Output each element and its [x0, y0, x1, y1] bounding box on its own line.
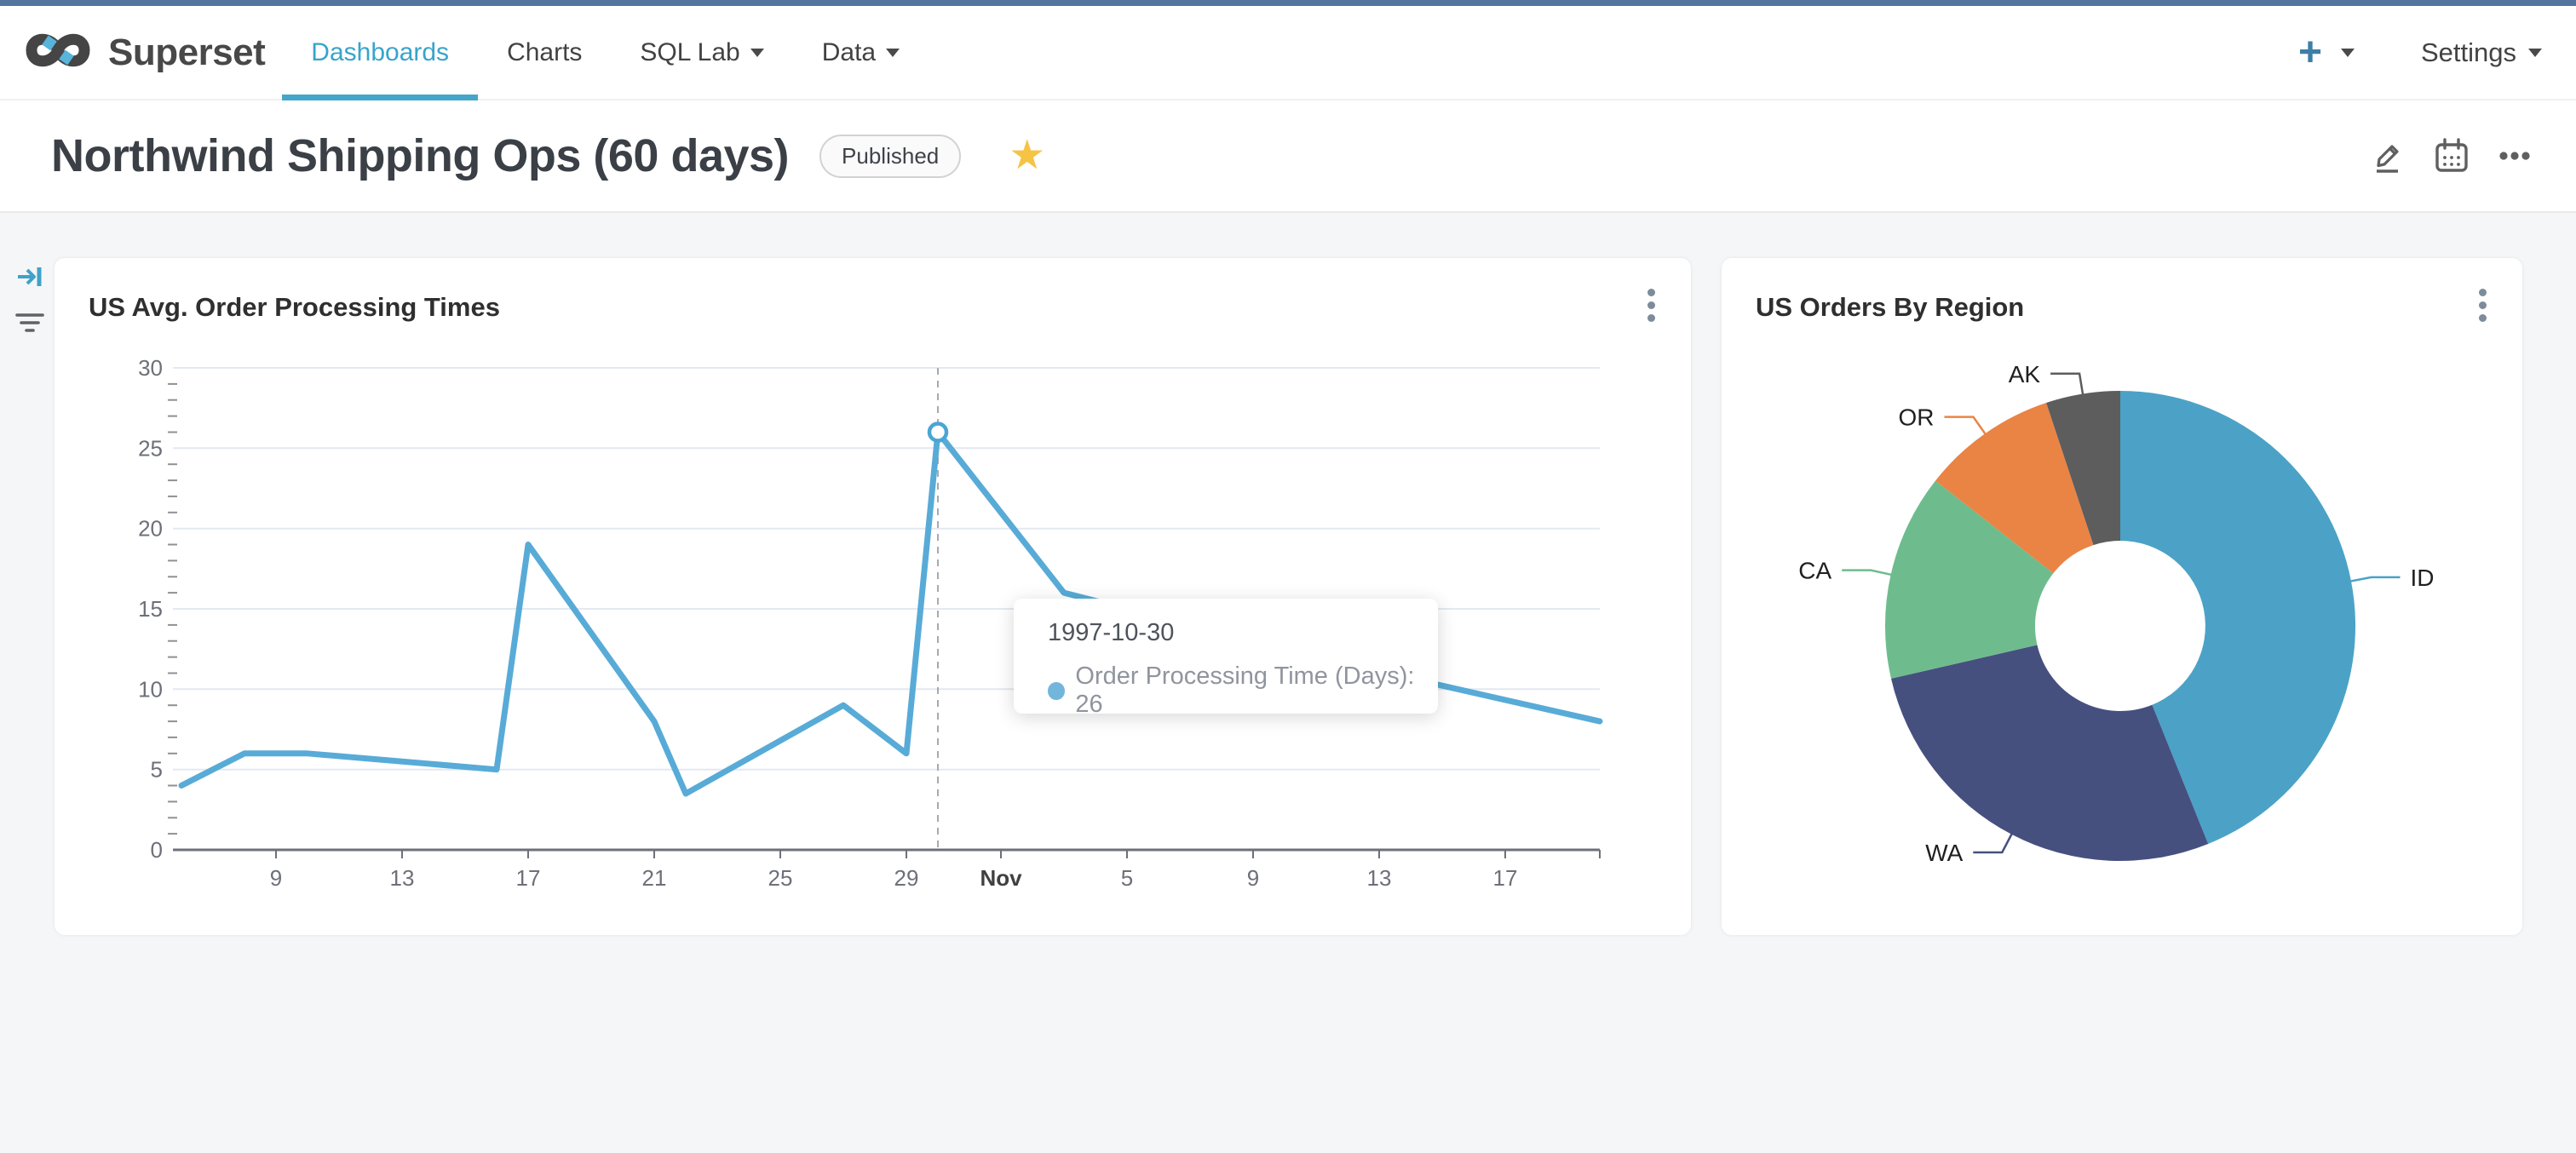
chart-tooltip: 1997-10-30 Order Processing Time (Days):… [1014, 599, 1438, 718]
superset-infinity-icon [20, 25, 96, 80]
svg-text:5: 5 [151, 757, 163, 783]
nav-label: Data [821, 37, 877, 66]
svg-text:25: 25 [768, 865, 793, 891]
chart-title: US Avg. Order Processing Times [89, 292, 500, 322]
svg-text:29: 29 [894, 865, 919, 891]
svg-text:CA: CA [1798, 558, 1831, 584]
chart-card-orders-by-region: ID WA CA OR AK US Orders By Region [1722, 258, 2522, 935]
svg-text:9: 9 [270, 865, 282, 891]
svg-text:Nov: Nov [980, 865, 1022, 891]
svg-text:OR: OR [1899, 404, 1935, 431]
active-tab-underline [282, 95, 479, 100]
svg-text:WA: WA [1925, 840, 1963, 866]
dashboard-header: Northwind Shipping Ops (60 days) Publish… [0, 100, 2576, 213]
svg-text:20: 20 [138, 516, 163, 542]
series-dot-icon [1048, 681, 1066, 700]
nav-item-sql-lab[interactable]: SQL Lab [611, 6, 792, 99]
svg-text:5: 5 [1121, 865, 1133, 891]
edit-pencil-icon[interactable] [2369, 136, 2408, 175]
svg-text:13: 13 [390, 865, 415, 891]
svg-text:9: 9 [1247, 865, 1259, 891]
svg-text:17: 17 [516, 865, 541, 891]
svg-text:25: 25 [138, 435, 163, 461]
browser-top-strip [0, 0, 2576, 6]
published-badge[interactable]: Published [819, 134, 962, 178]
chevron-down-icon [750, 48, 764, 57]
nav-label: SQL Lab [640, 37, 740, 66]
chart-kebab-menu-icon[interactable] [1645, 289, 1657, 327]
chevron-down-icon [2340, 48, 2355, 57]
chart-card-processing-times: 0 5 10 15 20 25 30 9 13 17 21 25 29 Nov 5 9 13 17 US Avg.… [55, 258, 1691, 935]
donut-chart-svg[interactable]: ID WA CA OR AK [1722, 258, 2522, 935]
more-ellipsis-icon[interactable] [2495, 136, 2534, 175]
svg-text:10: 10 [138, 676, 163, 702]
nav-right: + Settings [2298, 6, 2576, 99]
settings-label: Settings [2420, 37, 2516, 67]
main-nav: Dashboards Charts SQL Lab Data [282, 6, 929, 100]
expand-filter-bar-icon[interactable] [15, 262, 44, 295]
brand-name: Superset [108, 31, 266, 73]
svg-text:30: 30 [138, 355, 163, 381]
superset-logo[interactable]: Superset [20, 6, 266, 99]
svg-text:ID: ID [2411, 565, 2435, 591]
svg-text:AK: AK [2009, 361, 2041, 387]
line-chart-svg[interactable]: 0 5 10 15 20 25 30 9 13 17 21 25 29 Nov 5 9 13 17 [55, 258, 1691, 935]
nav-item-data[interactable]: Data [793, 6, 929, 99]
filter-list-icon[interactable] [14, 308, 46, 341]
page-title: Northwind Shipping Ops (60 days) [51, 130, 790, 181]
chevron-down-icon [2528, 48, 2542, 57]
new-item-button[interactable]: + [2298, 32, 2355, 73]
favorite-star-icon[interactable]: ★ [1009, 133, 1046, 178]
tooltip-value: Order Processing Time (Days): 26 [1075, 663, 1415, 718]
svg-text:21: 21 [642, 865, 667, 891]
nav-item-charts[interactable]: Charts [478, 6, 611, 99]
nav-label: Charts [507, 37, 583, 66]
navbar: Superset Dashboards Charts SQL Lab Data … [0, 6, 2576, 100]
calendar-icon[interactable] [2432, 136, 2471, 175]
chevron-down-icon [886, 48, 900, 57]
plus-icon: + [2297, 29, 2322, 75]
nav-label: Dashboards [311, 37, 450, 66]
header-actions [2345, 136, 2534, 175]
svg-text:15: 15 [138, 596, 163, 622]
nav-item-dashboards[interactable]: Dashboards [282, 6, 479, 100]
svg-text:0: 0 [151, 837, 163, 863]
svg-text:13: 13 [1367, 865, 1392, 891]
svg-text:17: 17 [1493, 865, 1518, 891]
chart-title: US Orders By Region [1756, 292, 2025, 322]
tooltip-date: 1997-10-30 [1048, 619, 1175, 646]
dashboard-content: 0 5 10 15 20 25 30 9 13 17 21 25 29 Nov 5 9 13 17 US Avg.… [0, 213, 2576, 1151]
settings-menu[interactable]: Settings [2421, 37, 2542, 68]
chart-kebab-menu-icon[interactable] [2476, 289, 2488, 327]
